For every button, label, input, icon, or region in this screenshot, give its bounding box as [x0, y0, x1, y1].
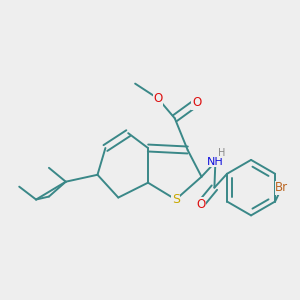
Text: H: H — [218, 148, 225, 158]
Text: O: O — [153, 92, 163, 105]
Text: Br: Br — [275, 181, 288, 194]
Text: O: O — [196, 198, 205, 211]
Text: O: O — [192, 96, 201, 109]
Text: NH: NH — [207, 157, 224, 167]
Text: S: S — [172, 193, 180, 206]
